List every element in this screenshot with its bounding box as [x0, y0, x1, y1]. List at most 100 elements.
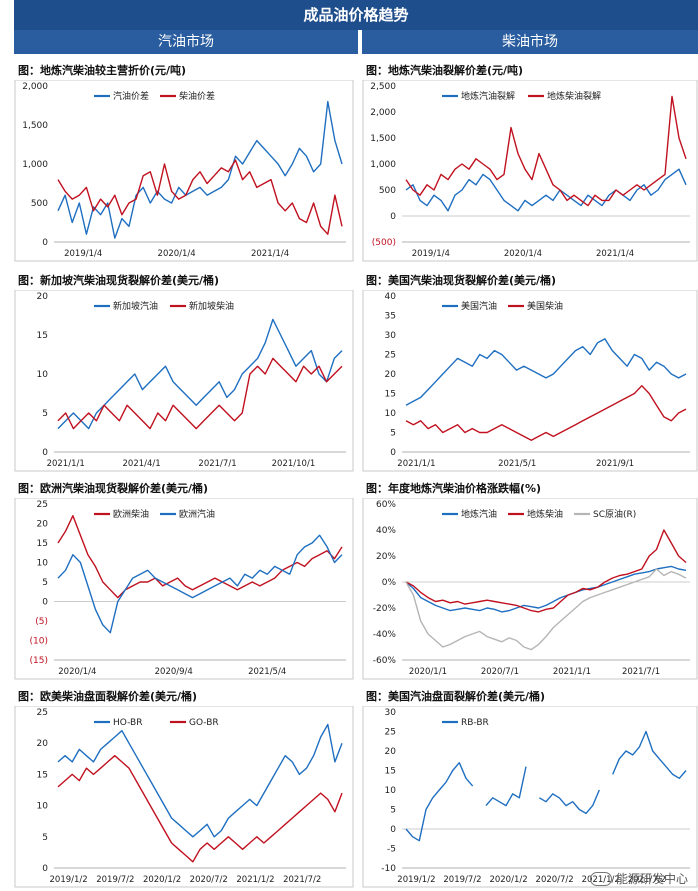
y-tick-label: (15) [30, 656, 48, 666]
chart-panel-1: 图：地炼汽柴油较主营折价(元/吨) 0 500 1,000 1,500 2,000 201… [14, 62, 354, 262]
series-line [405, 385, 687, 441]
y-tick-label: 35 [385, 312, 396, 322]
y-tick-label: 30 [385, 708, 397, 718]
series-line [405, 168, 687, 212]
y-tick-label: (10) [30, 637, 48, 647]
series-line [405, 565, 687, 613]
x-tick-label: 2020/1/1 [409, 667, 447, 677]
watermark-text: 能源研发中心 [615, 872, 688, 886]
x-tick-label: 2021/7/2 [283, 875, 321, 885]
y-tick-label: -10 [381, 864, 396, 874]
x-tick-label: 2021/1/2 [236, 875, 274, 885]
y-tick-label: (5) [35, 617, 48, 627]
y-tick-label: 2,000 [22, 82, 48, 92]
x-tick-label: 2020/1/4 [158, 249, 196, 259]
legend-label: 新加坡柴油 [189, 300, 234, 312]
chart-6-svg: -60% -40% -20% 0% 20% 40% 60% 2020/1/1 2020/7/1 2… [362, 498, 698, 680]
series-line [405, 338, 687, 406]
chart-5-svg: (15) (10) (5) 0 5 10 15 20 25 2020/1/4 2020/9/4 202… [14, 498, 354, 680]
series-line [57, 755, 343, 863]
x-tick-label: 2021/4/1 [123, 459, 161, 469]
y-tick-label: 20 [385, 747, 397, 757]
legend-label: RB-BR [461, 718, 489, 728]
y-tick-label: 5 [390, 806, 396, 816]
chart-title: 图：欧洲汽柴油现货裂解价差(美元/桶) [18, 482, 209, 495]
chart-title: 图：地炼汽柴油裂解价差(元/吨) [366, 64, 524, 77]
y-tick-label: 25 [37, 708, 48, 718]
x-tick-label: 2021/1/1 [397, 459, 435, 469]
y-tick-label: 20 [37, 739, 49, 749]
legend-label: 地炼柴油 [527, 508, 563, 520]
chart-frame [14, 80, 354, 262]
chart-frame [14, 498, 354, 680]
x-tick-label: 2019/1/4 [64, 249, 102, 259]
y-tick-label: -40% [373, 630, 397, 640]
chart-panel-4: 图：美国汽柴油现货裂解价差(美元/桶) 0 5 10 15 20 25 30 35 40 2021… [362, 272, 698, 472]
y-tick-label: 500 [379, 186, 396, 196]
series-line [57, 534, 343, 634]
y-tick-label: 5 [42, 409, 48, 419]
section-header-diesel: 柴油市场 [362, 30, 698, 54]
y-tick-label: 2,500 [370, 82, 396, 92]
x-tick-label: 2020/1/4 [504, 249, 542, 259]
chart-frame [362, 498, 698, 680]
legend-label: 地炼柴油裂解 [547, 90, 601, 102]
y-tick-label: 30 [385, 331, 397, 341]
legend-label: 新加坡汽油 [113, 300, 158, 312]
y-tick-label: 0 [42, 448, 48, 458]
y-tick-label: -20% [373, 604, 397, 614]
y-tick-label: 10 [37, 802, 49, 812]
y-tick-label: 5 [42, 833, 48, 843]
y-tick-label: 40% [376, 526, 396, 536]
y-tick-label: -60% [373, 656, 397, 666]
x-tick-label: 2021/1/2 [582, 875, 620, 885]
chart-panel-3: 图：新加坡汽柴油现货裂解价差(美元/桶) 0 5 10 15 20 2021/1/1 202… [14, 272, 354, 472]
legend-label: SC原油(R) [593, 508, 636, 520]
x-tick-label: 2021/1/4 [596, 249, 634, 259]
y-tick-label: 10 [37, 370, 49, 380]
chart-frame [362, 706, 698, 888]
legend-label: GO-BR [189, 718, 219, 728]
y-tick-label: 20 [385, 370, 397, 380]
chart-panel-8: 图：美国汽油盘面裂解价差(美元/桶) -10 -5 0 5 10 15 20 25 30 2019… [362, 688, 698, 888]
x-tick-label: 2021/1/1 [47, 459, 85, 469]
series-line [57, 100, 343, 239]
legend-label: HO-BR [113, 718, 142, 728]
chart-title: 图：地炼汽柴油较主营折价(元/吨) [18, 64, 187, 77]
y-tick-label: 1,000 [370, 160, 396, 170]
legend-label: 欧洲汽油 [179, 508, 215, 520]
wechat-icon [589, 871, 612, 886]
y-tick-label: -5 [387, 845, 396, 855]
x-tick-label: 2021/7/1 [622, 667, 660, 677]
y-tick-label: 10 [37, 559, 49, 569]
y-tick-label: 20 [37, 520, 49, 530]
section-header-gasoline: 汽油市场 [14, 30, 358, 54]
y-tick-label: (500) [372, 238, 396, 248]
series-line [57, 723, 343, 838]
y-tick-label: 1,500 [370, 134, 396, 144]
y-tick-label: 0 [390, 825, 396, 835]
y-tick-label: 5 [42, 578, 48, 588]
series-line [57, 318, 343, 430]
chart-2-svg: (500) 0 500 1,000 1,500 2,000 2,500 2019/1/4 202… [362, 80, 698, 262]
x-tick-label: 2021/5/1 [498, 459, 536, 469]
x-tick-label: 2021/9/1 [596, 459, 634, 469]
watermark: 能源研发中心 [589, 870, 688, 887]
y-tick-label: 1,000 [22, 160, 48, 170]
y-tick-label: 25 [37, 500, 48, 510]
y-tick-label: 15 [37, 770, 48, 780]
y-tick-label: 25 [385, 351, 396, 361]
y-tick-label: 15 [385, 390, 396, 400]
x-tick-label: 2019/1/4 [412, 249, 450, 259]
x-tick-label: 2020/9/4 [155, 667, 193, 677]
chart-panel-6: 图：年度地炼汽柴油价格涨跌幅(%) -60% -40% -20% 0% 20% 40% 60… [362, 480, 698, 680]
x-tick-label: 2021/1/4 [251, 249, 289, 259]
y-tick-label: 0 [42, 598, 48, 608]
series-line [405, 529, 687, 613]
legend-label: 地炼汽油裂解 [461, 90, 515, 102]
chart-panel-7: 图：欧美柴油盘面裂解价差(美元/桶) 0 5 10 15 20 25 2019/1/2 201… [14, 688, 354, 888]
y-tick-label: 40 [385, 292, 397, 302]
x-tick-label: 2020/7/1 [481, 667, 519, 677]
y-tick-label: 2,000 [370, 108, 396, 118]
chart-title: 图：年度地炼汽柴油价格涨跌幅(%) [366, 482, 542, 495]
